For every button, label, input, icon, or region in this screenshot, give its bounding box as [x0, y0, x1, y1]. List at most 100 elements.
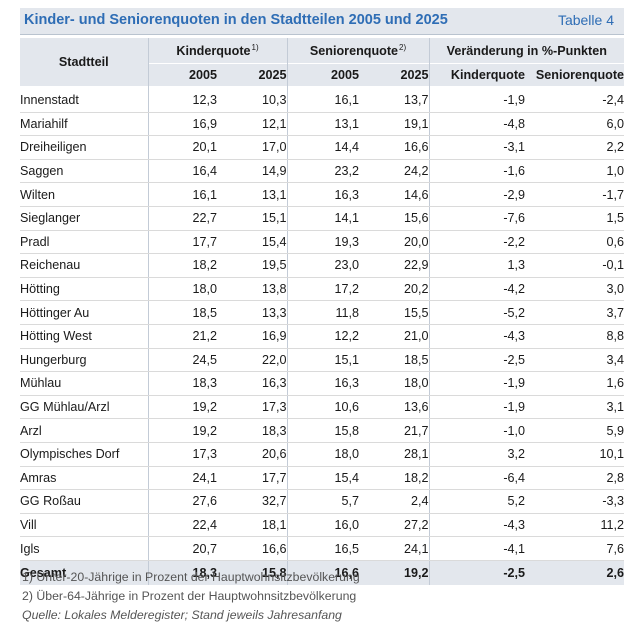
value-cell: 7,6 [525, 536, 625, 561]
value-cell: 20,1 [147, 135, 217, 160]
value-cell: 16,9 [217, 324, 288, 349]
value-cell: -2,5 [428, 560, 526, 585]
value-cell: 10,6 [286, 395, 360, 420]
table-row: Pradl 17,7 15,4 19,3 20,0 -2,2 0,6 [20, 230, 625, 255]
value-cell: 13,7 [359, 86, 430, 113]
table-body: Innenstadt 12,3 10,3 16,1 13,7 -1,9 -2,4 Mariah… [20, 86, 625, 585]
value-cell: 16,6 [217, 536, 288, 561]
table-number: Tabelle 4 [557, 12, 614, 28]
value-cell: 1,0 [525, 159, 625, 184]
value-cell: -1,9 [428, 395, 526, 420]
value-cell: 24,5 [147, 348, 217, 373]
value-cell: 16,3 [217, 371, 288, 396]
district-name-cell: Saggen [20, 159, 148, 184]
value-cell: 19,5 [217, 253, 288, 278]
table-row: Arzl 19,2 18,3 15,8 21,7 -1,0 5,9 [20, 418, 625, 443]
value-cell: 15,6 [359, 206, 430, 231]
table-row: Innenstadt 12,3 10,3 16,1 13,7 -1,9 -2,4 [20, 86, 625, 113]
value-cell: 13,1 [217, 182, 288, 207]
value-cell: -4,8 [428, 112, 526, 137]
district-name-cell: Amras [20, 466, 148, 491]
value-cell: 16,9 [147, 112, 217, 137]
district-name-cell: Dreiheiligen [20, 135, 148, 160]
value-cell: 18,3 [147, 371, 217, 396]
table-row: Saggen 16,4 14,9 23,2 24,2 -1,6 1,0 [20, 159, 625, 184]
value-cell: -3,3 [525, 489, 625, 514]
district-name-cell: Olympisches Dorf [20, 442, 148, 467]
footnote-marker-1: 1) [251, 42, 259, 52]
value-cell: 27,2 [359, 513, 430, 538]
footnotes: 1) Unter-20-Jährige in Prozent der Haupt… [22, 568, 360, 625]
value-cell: -3,1 [428, 135, 526, 160]
value-cell: -1,0 [428, 418, 526, 443]
value-cell: -1,9 [428, 371, 526, 396]
value-cell: 3,1 [525, 395, 625, 420]
value-cell: 23,2 [286, 159, 360, 184]
district-name-cell: Hötting West [20, 324, 148, 349]
value-cell: 20,0 [359, 230, 430, 255]
value-cell: 17,3 [147, 442, 217, 467]
value-cell: 21,2 [147, 324, 217, 349]
table-row: GG Mühlau/Arzl 19,2 17,3 10,6 13,6 -1,9 3,1 [20, 395, 625, 420]
footnote-marker-2: 2) [399, 42, 407, 52]
table-row: Amras 24,1 17,7 15,4 18,2 -6,4 2,8 [20, 466, 625, 491]
value-cell: -6,4 [428, 466, 526, 491]
table-row: GG Roßau 27,6 32,7 5,7 2,4 5,2 -3,3 [20, 489, 625, 514]
group-header-change: Veränderung in %-Punkten [428, 38, 625, 64]
value-cell: 2,6 [525, 560, 625, 585]
table-row: Igls 20,7 16,6 16,5 24,1 -4,1 7,6 [20, 536, 625, 561]
value-cell: 19,2 [359, 560, 430, 585]
value-cell: 16,6 [359, 135, 430, 160]
district-name-cell: Mühlau [20, 371, 148, 396]
value-cell: 18,0 [286, 442, 360, 467]
value-cell: 19,2 [147, 395, 217, 420]
value-cell: 12,1 [217, 112, 288, 137]
footnote-2: 2) Über-64-Jährige in Prozent der Hauptw… [22, 589, 357, 603]
source-note: Quelle: Lokales Melderegister; Stand jew… [22, 608, 342, 622]
value-cell: -0,1 [525, 253, 625, 278]
value-cell: 5,7 [286, 489, 360, 514]
value-cell: 18,3 [217, 418, 288, 443]
table-row: Reichenau 18,2 19,5 23,0 22,9 1,3 -0,1 [20, 253, 625, 278]
value-cell: -2,9 [428, 182, 526, 207]
value-cell: 22,0 [217, 348, 288, 373]
column-header-change-kinder: Kinderquote [428, 63, 526, 86]
value-cell: 3,2 [428, 442, 526, 467]
value-cell: 11,8 [286, 300, 360, 325]
district-name-cell: Innenstadt [20, 86, 148, 113]
district-name-cell: Sieglanger [20, 206, 148, 231]
value-cell: 20,6 [217, 442, 288, 467]
value-cell: 18,3 [147, 560, 217, 585]
value-cell: 15,8 [286, 418, 360, 443]
value-cell: 24,1 [359, 536, 430, 561]
value-cell: -4,3 [428, 324, 526, 349]
table-row: Dreiheiligen 20,1 17,0 14,4 16,6 -3,1 2,2 [20, 135, 625, 160]
table-row: Höttinger Au 18,5 13,3 11,8 15,5 -5,2 3,7 [20, 300, 625, 325]
value-cell: 21,0 [359, 324, 430, 349]
column-header-senioren-2025: 2025 [359, 63, 430, 86]
value-cell: 1,5 [525, 206, 625, 231]
value-cell: -7,6 [428, 206, 526, 231]
column-header-senioren-2005: 2005 [286, 63, 360, 86]
value-cell: -1,6 [428, 159, 526, 184]
table-title-bar: Kinder- und Seniorenquoten in den Stadtt… [20, 8, 624, 35]
value-cell: 13,1 [286, 112, 360, 137]
quota-table: Stadtteil Kinderquote1) Seniorenquote2) … [20, 38, 625, 585]
value-cell: -2,4 [525, 86, 625, 113]
district-name-cell: Pradl [20, 230, 148, 255]
value-cell: 10,1 [525, 442, 625, 467]
table-title: Kinder- und Seniorenquoten in den Stadtt… [24, 12, 448, 28]
total-row: Gesamt 18,3 15,8 16,6 19,2 -2,5 2,6 [20, 560, 625, 585]
value-cell: -2,2 [428, 230, 526, 255]
table-row: Wilten 16,1 13,1 16,3 14,6 -2,9 -1,7 [20, 182, 625, 207]
value-cell: 23,0 [286, 253, 360, 278]
value-cell: 17,3 [217, 395, 288, 420]
value-cell: 21,7 [359, 418, 430, 443]
value-cell: 15,8 [217, 560, 288, 585]
value-cell: 22,4 [147, 513, 217, 538]
value-cell: 18,0 [147, 277, 217, 302]
value-cell: 16,1 [286, 86, 360, 113]
district-name-cell: Hungerburg [20, 348, 148, 373]
value-cell: 17,7 [147, 230, 217, 255]
